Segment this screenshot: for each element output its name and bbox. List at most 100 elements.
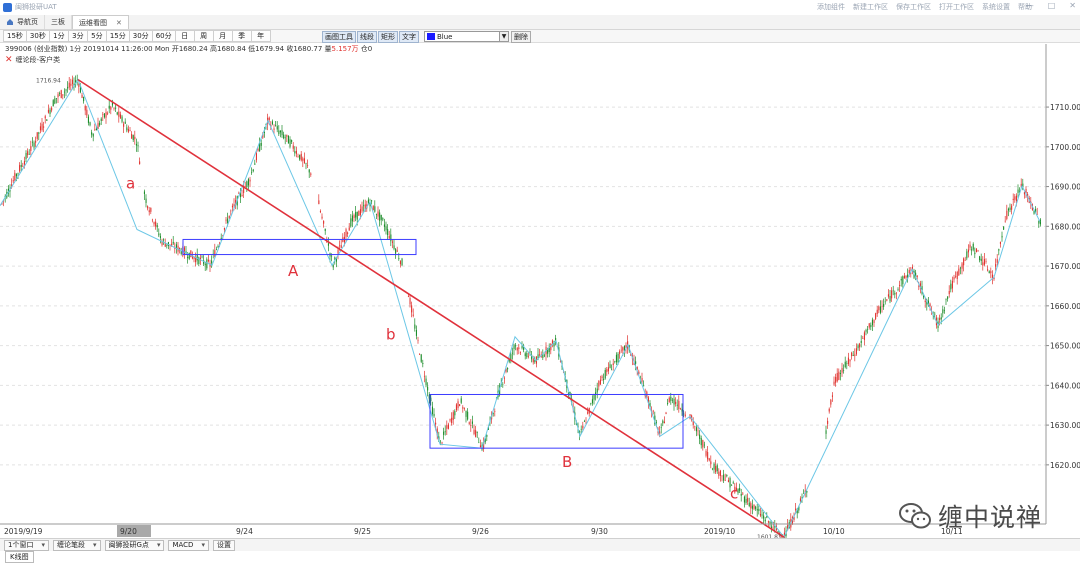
candle-body <box>171 243 173 247</box>
candle-body <box>751 505 753 509</box>
candle-body <box>70 83 72 86</box>
candle-body <box>419 354 421 356</box>
period-month-button[interactable]: 月 <box>212 30 233 42</box>
tab-chart-view[interactable]: 运维看图 ✕ <box>72 15 129 29</box>
candle-body <box>652 410 654 412</box>
candle-body <box>1023 192 1025 195</box>
g-point-select[interactable]: 闽狮投研G点 ▾ <box>104 539 165 551</box>
candle-body <box>451 417 453 423</box>
candle-body <box>286 134 288 137</box>
candle-body <box>44 116 46 119</box>
candle-body <box>379 212 381 221</box>
candle-body <box>164 243 166 247</box>
candle-body <box>716 465 718 472</box>
kline-tab[interactable]: K线图 <box>5 551 34 563</box>
macd-label: MACD <box>172 540 194 549</box>
candle-body <box>444 431 446 433</box>
menu-help[interactable]: 帮助 <box>1018 3 1032 11</box>
period-3m-button[interactable]: 3分 <box>67 30 88 42</box>
candle-body <box>846 363 848 364</box>
candle-body <box>153 222 155 225</box>
candle-body <box>635 361 637 364</box>
candle-body <box>615 354 617 363</box>
candle-body <box>87 116 89 123</box>
downtrend-line <box>77 78 785 538</box>
minimize-button[interactable]: — <box>1025 1 1034 10</box>
macd-select[interactable]: MACD ▾ <box>168 539 209 551</box>
candle-body <box>636 367 638 370</box>
tab-sanban[interactable]: 三板 <box>45 15 72 29</box>
x-tick-label: 2019/9/19 <box>4 527 43 536</box>
chan-stroke-select[interactable]: 缠论笔段 ▾ <box>52 539 101 551</box>
menu-add-component[interactable]: 添加组件 <box>817 3 845 11</box>
chan-stroke-line <box>0 78 1041 538</box>
maximize-button[interactable]: □ <box>1047 1 1056 10</box>
menu-open-workspace[interactable]: 打开工作区 <box>939 3 974 11</box>
candle-body <box>1007 208 1009 211</box>
candle-body <box>118 111 120 117</box>
candle-body <box>527 355 529 357</box>
candle-body <box>671 399 673 401</box>
candle-body <box>924 300 926 303</box>
chart-grid <box>0 106 1046 466</box>
candle-body <box>479 445 481 448</box>
candle-body <box>887 294 889 297</box>
candle-body <box>308 169 310 173</box>
candle-body <box>219 243 221 245</box>
candle-body <box>892 290 894 292</box>
candle-body <box>502 384 504 386</box>
candle-body <box>65 89 67 91</box>
candle-body <box>214 250 216 258</box>
candle-body <box>849 359 851 362</box>
rectangle-button[interactable]: 矩形 <box>378 30 398 43</box>
trend-line: 1716.94 1601.81 <box>36 78 785 538</box>
period-year-button[interactable]: 年 <box>250 30 271 42</box>
delete-button[interactable]: 删除 <box>511 30 531 43</box>
candle-body <box>934 313 936 315</box>
candle-body <box>886 299 888 301</box>
menu-new-workspace[interactable]: 新建工作区 <box>853 3 888 11</box>
candle-body <box>764 519 766 522</box>
x-tick-label: 10/10 <box>823 527 845 536</box>
tab-close-icon[interactable]: ✕ <box>116 18 122 27</box>
draw-tool-button[interactable]: 画图工具 <box>322 30 356 43</box>
candle-body <box>139 161 141 165</box>
candle-body <box>241 194 243 196</box>
candle-body <box>1036 214 1038 215</box>
x-tick-label: 9/26 <box>472 527 489 536</box>
candle-body <box>623 345 625 352</box>
candle-body <box>127 129 129 132</box>
candle-body <box>60 90 62 98</box>
candle-body <box>759 513 761 516</box>
window-count-select[interactable]: 1个窗口 ▾ <box>4 539 49 551</box>
candle-body <box>606 369 608 373</box>
menu-save-workspace[interactable]: 保存工作区 <box>896 3 931 11</box>
candle-body <box>507 367 509 370</box>
candle-body <box>737 488 739 494</box>
candle-body <box>806 490 808 493</box>
candle-body <box>390 234 392 242</box>
remove-indicator-icon[interactable]: ✕ <box>5 55 13 65</box>
candle-body <box>89 122 91 126</box>
close-window-button[interactable]: ✕ <box>1069 1 1076 10</box>
menu-system-settings[interactable]: 系统设置 <box>982 3 1010 11</box>
text-button[interactable]: 文字 <box>399 30 419 43</box>
candle-body <box>774 525 776 528</box>
candle-body <box>587 412 589 414</box>
candle-body <box>102 114 104 115</box>
candle-body <box>203 260 205 264</box>
y-tick-label: 1660.00 <box>1050 302 1080 311</box>
price-chart[interactable]: 1716.94 1601.81 a Ab Bc 1710.00 1700.00 1690.… <box>0 0 1080 538</box>
candle-body <box>446 425 448 429</box>
candle-body <box>350 218 352 227</box>
settings-button[interactable]: 设置 <box>212 539 235 551</box>
candle-body <box>972 243 974 250</box>
color-select[interactable]: Blue ▼ <box>424 31 509 42</box>
line-segment-button[interactable]: 线段 <box>357 30 377 43</box>
candle-body <box>843 370 845 371</box>
candle-body <box>492 413 494 414</box>
candle-body <box>591 399 593 404</box>
tab-home[interactable]: 导航页 <box>0 15 45 29</box>
candle-body <box>726 475 728 477</box>
candle-body <box>876 309 878 314</box>
